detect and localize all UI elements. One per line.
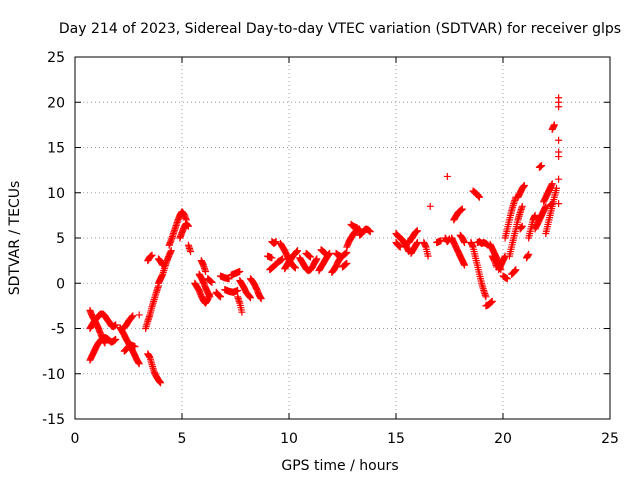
data-point <box>353 224 361 232</box>
data-point <box>208 278 216 286</box>
data-point <box>437 237 445 245</box>
y-tick-label: -15 <box>42 412 65 428</box>
data-point <box>202 267 210 275</box>
data-point <box>272 238 280 246</box>
data-point <box>555 153 563 161</box>
x-tick-label: 20 <box>494 431 512 447</box>
data-point <box>518 202 526 210</box>
plot-frame <box>74 56 611 420</box>
data-point <box>503 275 511 283</box>
data-point <box>512 266 520 274</box>
data-point <box>460 239 468 247</box>
data-point <box>135 311 143 319</box>
y-tick-label: 15 <box>47 141 65 157</box>
data-point <box>542 202 550 210</box>
data-point <box>343 259 351 267</box>
data-points <box>86 94 563 387</box>
y-axis-label: SDTVAR / TECUs <box>7 181 23 296</box>
data-point <box>238 308 246 316</box>
chart-title: Day 214 of 2023, Sidereal Day-to-day VTE… <box>59 21 621 37</box>
x-axis-label: GPS time / hours <box>281 458 398 474</box>
y-tick-label: 25 <box>47 50 65 66</box>
x-tick-label: 0 <box>71 431 80 447</box>
data-point <box>336 252 344 260</box>
data-point <box>413 239 421 247</box>
data-point <box>129 312 137 320</box>
x-tick-label: 5 <box>178 431 187 447</box>
data-point <box>424 252 432 260</box>
data-point <box>548 200 556 208</box>
data-point <box>294 247 302 255</box>
data-point <box>460 261 468 269</box>
data-point <box>520 182 528 190</box>
data-point <box>313 255 321 263</box>
data-point <box>553 184 560 192</box>
data-point <box>538 162 546 170</box>
data-point <box>148 251 156 259</box>
data-point <box>184 222 192 230</box>
y-tick-label: 5 <box>56 231 65 247</box>
data-point <box>234 286 242 294</box>
data-point <box>157 379 165 387</box>
x-tick-label: 10 <box>280 431 298 447</box>
data-point <box>482 293 490 301</box>
y-tick-label: 20 <box>47 95 65 111</box>
data-point <box>159 261 167 269</box>
data-point <box>443 172 451 180</box>
data-point <box>291 264 299 272</box>
data-point <box>396 243 404 251</box>
data-point <box>112 321 120 329</box>
y-tick-label: 0 <box>56 276 65 292</box>
data-point <box>548 180 556 188</box>
x-tick-label: 25 <box>601 431 619 447</box>
data-point <box>555 175 563 183</box>
data-point <box>306 253 314 261</box>
data-point <box>131 343 139 351</box>
data-point <box>531 211 539 219</box>
data-point <box>112 335 120 343</box>
data-point <box>475 193 483 201</box>
y-tick-label: -10 <box>42 367 65 383</box>
data-point <box>187 248 195 256</box>
data-point <box>426 202 434 210</box>
data-point <box>555 200 563 208</box>
y-tick-labels: -15 -10 -5 0 5 10 15 20 25 <box>42 50 65 428</box>
data-point <box>518 222 526 230</box>
data-point <box>525 250 533 258</box>
data-point <box>279 255 287 263</box>
data-point <box>458 205 466 213</box>
data-point <box>366 228 374 236</box>
y-tick-label: -5 <box>51 322 65 338</box>
data-point <box>167 247 175 255</box>
data-point <box>217 293 225 301</box>
x-tick-labels: 0 5 10 15 20 25 <box>71 431 619 447</box>
data-point <box>321 249 329 257</box>
data-point <box>206 293 214 301</box>
data-point <box>236 267 244 275</box>
data-point <box>488 297 496 305</box>
y-tick-label: 10 <box>47 186 65 202</box>
x-tick-label: 15 <box>387 431 405 447</box>
data-point <box>246 294 254 302</box>
data-point <box>225 275 233 283</box>
data-point <box>550 121 558 129</box>
data-point <box>135 360 143 368</box>
data-point <box>555 136 563 144</box>
data-point <box>257 295 265 303</box>
data-point <box>268 254 276 262</box>
data-point <box>555 98 563 106</box>
data-point <box>413 227 421 235</box>
